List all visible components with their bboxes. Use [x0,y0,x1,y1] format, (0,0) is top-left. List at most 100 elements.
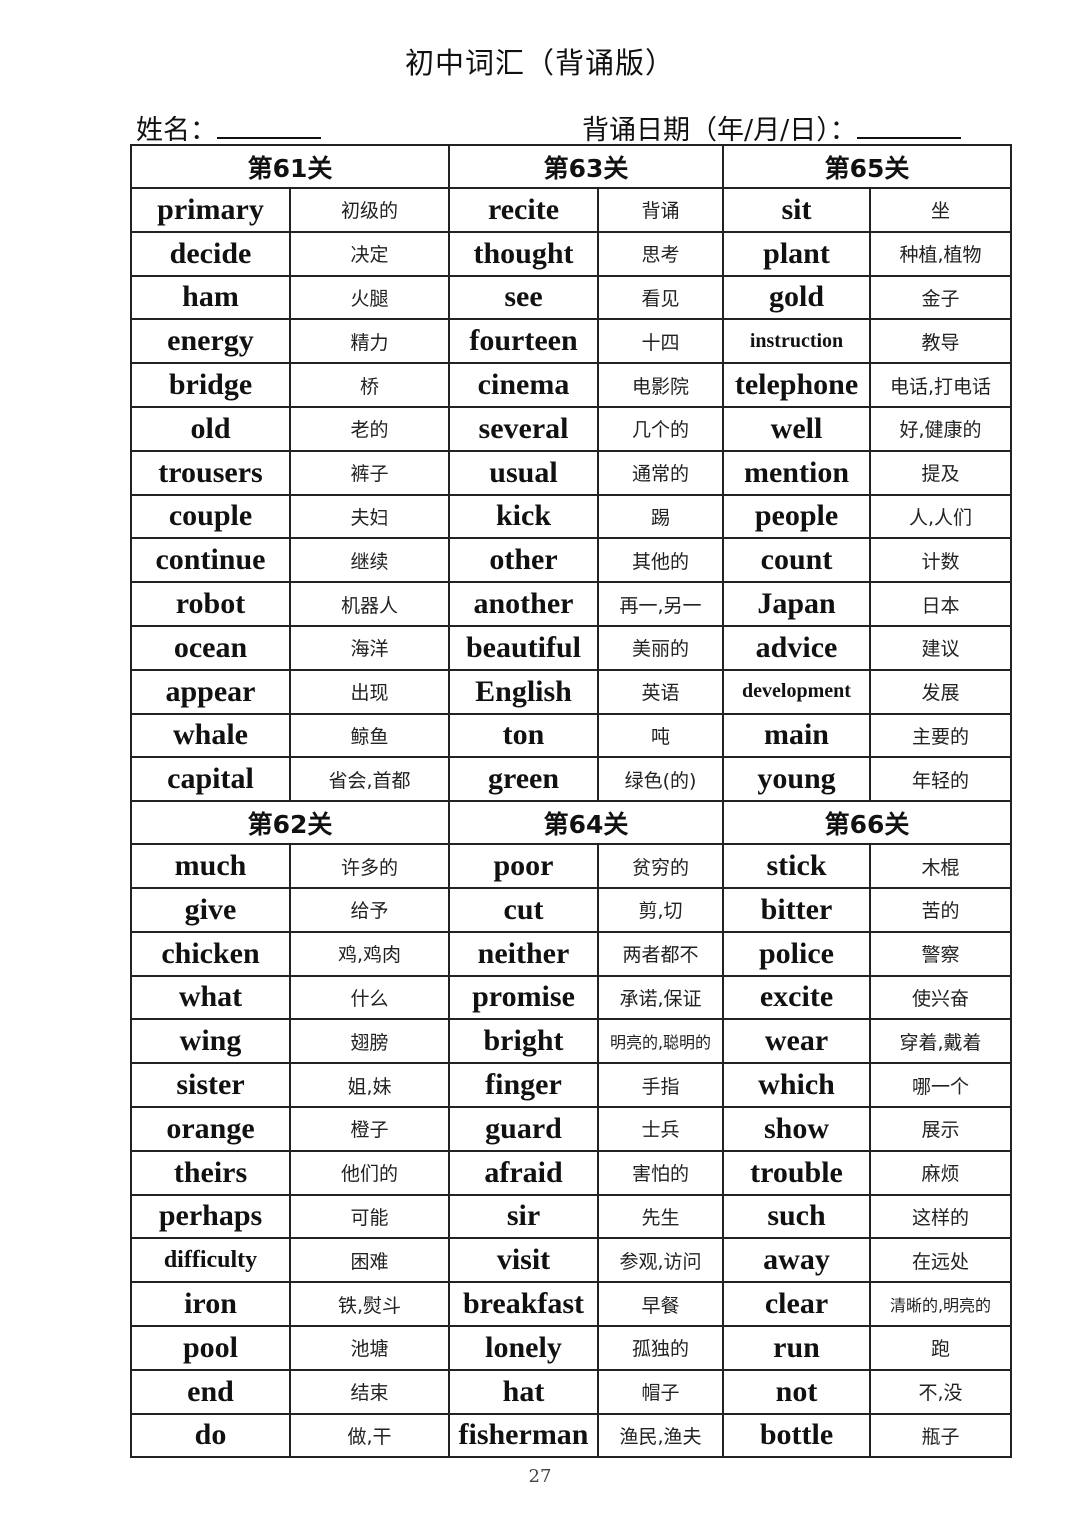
english-word: guard [448,1105,599,1152]
english-word: difficulty [130,1237,291,1284]
chinese-meaning: 吨 [597,712,724,759]
level-title: 第61关 [130,144,450,189]
chinese-meaning: 通常的 [597,449,724,496]
english-word: ton [448,712,599,759]
english-word: people [722,493,871,540]
english-word: another [448,581,599,627]
chinese-meaning: 踢 [597,493,724,540]
chinese-meaning: 跑 [869,1324,1012,1371]
english-word: robot [130,581,291,627]
chinese-meaning: 可能 [289,1193,450,1240]
chinese-meaning: 发展 [869,668,1012,715]
chinese-meaning: 日本 [869,581,1012,627]
english-word: wear [722,1018,871,1065]
english-word: mention [722,449,871,496]
english-word: appear [130,668,291,715]
english-word: away [722,1237,871,1284]
english-word: sit [722,187,871,233]
chinese-meaning: 初级的 [289,187,450,233]
word-row: robot 机器人 another 再一,另一 Japan 日本 [130,581,1012,627]
english-word: ham [130,274,291,321]
english-word: theirs [130,1149,291,1196]
chinese-meaning: 其他的 [597,537,724,584]
chinese-meaning: 海洋 [289,624,450,671]
english-word: police [722,930,871,977]
chinese-meaning: 火腿 [289,274,450,321]
chinese-meaning: 使兴奋 [869,974,1012,1021]
english-word: run [722,1324,871,1371]
chinese-meaning: 警察 [869,930,1012,977]
chinese-meaning: 害怕的 [597,1149,724,1196]
page-title: 初中词汇（背诵版） [404,46,675,80]
english-word: well [722,405,871,452]
english-word: visit [448,1237,599,1284]
english-word: what [130,974,291,1021]
english-word: see [448,274,599,321]
chinese-meaning: 机器人 [289,581,450,627]
level-header-row: 第62关 第64关 第66关 [130,800,1012,846]
chinese-meaning: 给予 [289,886,450,933]
english-word: end [130,1368,291,1415]
english-word: fourteen [448,318,599,365]
chinese-meaning: 两者都不 [597,930,724,977]
english-word: development [722,668,871,715]
english-word: primary [130,187,291,233]
chinese-meaning: 瓶子 [869,1412,1012,1459]
chinese-meaning: 明亮的,聪明的 [597,1018,724,1065]
english-word: sister [130,1062,291,1108]
english-word: bright [448,1018,599,1065]
english-word: count [722,537,871,584]
chinese-meaning: 电影院 [597,362,724,408]
chinese-meaning: 老的 [289,405,450,452]
english-word: ocean [130,624,291,671]
chinese-meaning: 许多的 [289,843,450,889]
english-word: kick [448,493,599,540]
english-word: bridge [130,362,291,408]
word-row: decide 决定 thought 思考 plant 种植,植物 [130,230,1012,277]
chinese-meaning: 精力 [289,318,450,365]
english-word: cinema [448,362,599,408]
chinese-meaning: 教导 [869,318,1012,365]
word-row: old 老的 several 几个的 well 好,健康的 [130,405,1012,452]
english-word: stick [722,843,871,889]
chinese-meaning: 结束 [289,1368,450,1415]
english-word: plant [722,230,871,277]
chinese-meaning: 渔民,渔夫 [597,1412,724,1459]
vocabulary-table: 第61关 第63关 第65关 primary 初级的 recite 背诵 sit 坐 decide… [130,144,1012,1459]
english-word: much [130,843,291,889]
english-word: telephone [722,362,871,408]
chinese-meaning: 出现 [289,668,450,715]
chinese-meaning: 翅膀 [289,1018,450,1065]
english-word: iron [130,1281,291,1327]
word-row: orange 橙子 guard 士兵 show 展示 [130,1105,1012,1152]
english-word: other [448,537,599,584]
chinese-meaning: 背诵 [597,187,724,233]
english-word: recite [448,187,599,233]
chinese-meaning: 年轻的 [869,756,1012,803]
english-word: capital [130,756,291,803]
english-word: green [448,756,599,803]
english-word: sir [448,1193,599,1240]
chinese-meaning: 裤子 [289,449,450,496]
chinese-meaning: 剪,切 [597,886,724,933]
english-word: young [722,756,871,803]
word-row: give 给予 cut 剪,切 bitter 苦的 [130,886,1012,933]
chinese-meaning: 计数 [869,537,1012,584]
chinese-meaning: 夫妇 [289,493,450,540]
english-word: main [722,712,871,759]
word-row: end 结束 hat 帽子 not 不,没 [130,1368,1012,1415]
word-row: sister 姐,妹 finger 手指 which 哪一个 [130,1062,1012,1108]
english-word: give [130,886,291,933]
chinese-meaning: 鲸鱼 [289,712,450,759]
word-row: continue 继续 other 其他的 count 计数 [130,537,1012,584]
word-row: appear 出现 English 英语 development 发展 [130,668,1012,715]
chinese-meaning: 桥 [289,362,450,408]
chinese-meaning: 不,没 [869,1368,1012,1415]
chinese-meaning: 手指 [597,1062,724,1108]
chinese-meaning: 展示 [869,1105,1012,1152]
chinese-meaning: 做,干 [289,1412,450,1459]
chinese-meaning: 早餐 [597,1281,724,1327]
chinese-meaning: 鸡,鸡肉 [289,930,450,977]
chinese-meaning: 决定 [289,230,450,277]
chinese-meaning: 哪一个 [869,1062,1012,1108]
